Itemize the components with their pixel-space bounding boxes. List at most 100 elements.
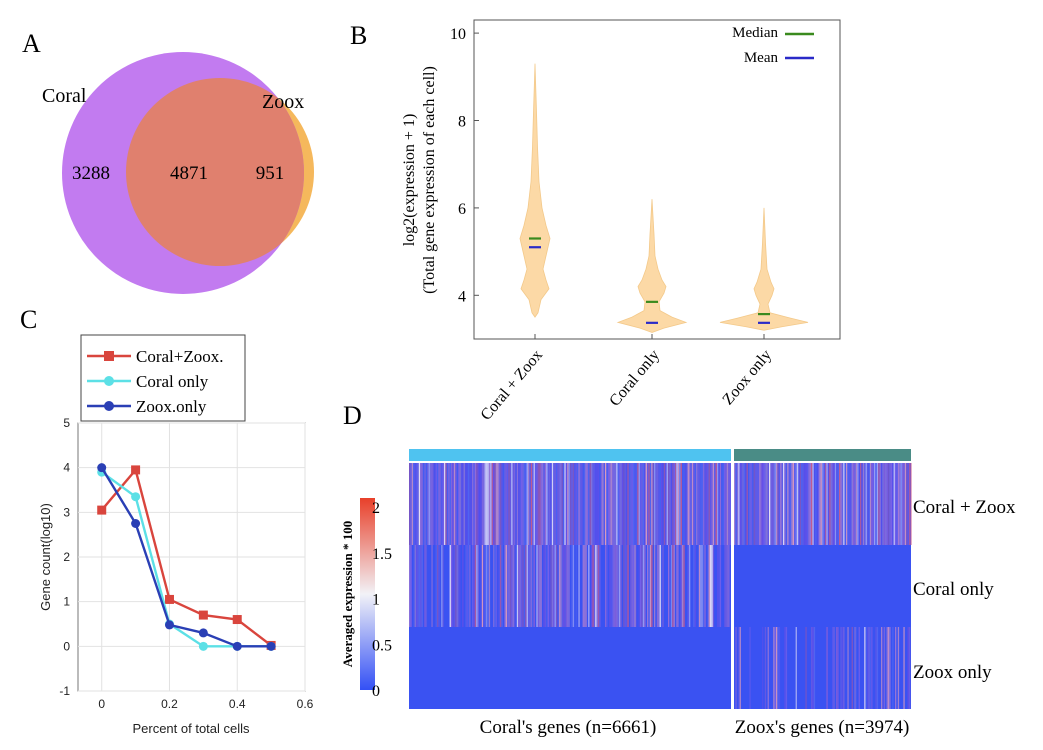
- heatmap-stripe: [764, 627, 767, 709]
- heatmap-stripe: [431, 545, 433, 627]
- heatmap-stripe: [540, 545, 542, 627]
- heatmap-stripe: [411, 463, 414, 545]
- heatmap-stripe: [701, 545, 703, 627]
- heatmap-stripe: [446, 463, 449, 545]
- heatmap-stripe: [568, 463, 570, 545]
- heatmap-stripe: [460, 463, 463, 545]
- heatmap-stripe: [626, 463, 628, 545]
- heatmap-stripe: [455, 545, 457, 627]
- heatmap-stripe: [832, 627, 834, 709]
- heatmap-stripe: [906, 463, 908, 545]
- heatmap-stripe: [907, 463, 909, 545]
- heatmap-stripe: [883, 463, 886, 545]
- heatmap-stripe: [850, 463, 852, 545]
- heatmap-stripe: [686, 463, 688, 545]
- heatmap-stripe: [858, 627, 860, 709]
- line-series-group: [97, 463, 276, 651]
- heatmap-stripe: [729, 463, 731, 545]
- heatmap-stripe: [528, 463, 530, 545]
- heatmap-stripe: [472, 545, 474, 627]
- violin-x-tick-label: Coral + Zoox: [478, 347, 547, 424]
- heatmap-stripe: [904, 463, 907, 545]
- heatmap-stripe: [701, 463, 703, 545]
- heatmap-stripe: [416, 545, 418, 627]
- heatmap-stripe: [414, 463, 416, 545]
- heatmap-stripe: [820, 463, 823, 545]
- panel-label-b: B: [350, 21, 367, 50]
- heatmap-stripe: [568, 545, 570, 627]
- heatmap-stripe: [455, 463, 457, 545]
- heatmap-stripe: [670, 463, 673, 545]
- heatmap-stripe: [867, 627, 869, 709]
- heatmap-stripe: [805, 627, 807, 709]
- heatmap-stripe: [430, 463, 432, 545]
- heatmap-stripe: [592, 545, 594, 627]
- heatmap-stripe: [725, 463, 727, 545]
- heatmap-stripe: [582, 545, 584, 627]
- heatmap-stripe: [760, 463, 762, 545]
- heatmap-stripe: [795, 463, 797, 545]
- heatmap-stripe: [683, 463, 685, 545]
- heatmap-stripe: [476, 463, 478, 545]
- heatmap-stripe: [886, 627, 888, 709]
- heatmap-stripe: [533, 463, 535, 545]
- heatmap-stripe: [759, 463, 761, 545]
- heatmap-stripe: [649, 463, 652, 545]
- heatmap-stripe: [724, 545, 726, 627]
- heatmap-stripe: [637, 463, 639, 545]
- heatmap-stripe: [693, 545, 695, 627]
- heatmap-stripe: [549, 463, 551, 545]
- violin-x-tick-label: Coral only: [606, 347, 663, 410]
- heatmap-stripe: [432, 463, 435, 545]
- heatmap-stripe: [708, 463, 710, 545]
- heatmap-stripe: [776, 463, 778, 545]
- heatmap-stripe: [551, 463, 554, 545]
- heatmap-stripe: [558, 545, 561, 627]
- heatmap-stripe: [501, 545, 503, 627]
- heatmap-stripe: [687, 545, 689, 627]
- heatmap-stripe: [616, 463, 618, 545]
- heatmap-stripe: [420, 463, 422, 545]
- heatmap-stripe: [714, 463, 716, 545]
- heatmap-stripe: [616, 545, 618, 627]
- line-legend: Coral+Zoox. Coral only Zoox.only: [80, 334, 246, 422]
- heatmap-stripe: [874, 463, 876, 545]
- heatmap-stripe: [512, 463, 514, 545]
- heatmap-stripe: [658, 463, 660, 545]
- heatmap-stripe: [693, 463, 695, 545]
- heatmap-stripe: [438, 545, 440, 627]
- heatmap-stripe: [840, 627, 842, 709]
- heatmap-stripe: [547, 463, 549, 545]
- heatmap-stripe: [567, 463, 569, 545]
- heatmap-stripe: [574, 463, 576, 545]
- column-group-bar-coral: [409, 449, 731, 461]
- heatmap-stripe: [508, 545, 510, 627]
- heatmap-stripe: [424, 463, 426, 545]
- heatmap-stripe: [575, 463, 577, 545]
- heatmap-stripe: [634, 545, 636, 627]
- heatmap-stripe: [504, 463, 506, 545]
- heatmap-stripe: [619, 545, 621, 627]
- heatmap-stripe: [869, 463, 872, 545]
- heatmap-stripe: [711, 463, 713, 545]
- heatmap-stripe: [785, 627, 788, 709]
- heatmap-stripe: [910, 463, 912, 545]
- heatmap-stripe: [876, 463, 879, 545]
- heatmap-stripe: [467, 463, 470, 545]
- heatmap-stripe: [591, 463, 593, 545]
- heatmap-stripe: [607, 463, 610, 545]
- heatmap-stripe: [495, 545, 498, 627]
- heatmap-stripe: [484, 463, 486, 545]
- heatmap-stripe: [700, 545, 702, 627]
- heatmap-stripe: [826, 627, 828, 709]
- heatmap-stripe: [836, 627, 838, 709]
- heatmap-stripe: [848, 463, 851, 545]
- heatmap-stripe: [428, 463, 430, 545]
- heatmap-stripe: [491, 463, 493, 545]
- heatmap-stripe: [473, 545, 475, 627]
- heatmap-stripe: [813, 627, 816, 709]
- heatmap-stripe: [425, 545, 428, 627]
- violin-3: [719, 207, 809, 331]
- heatmap-stripe: [811, 463, 813, 545]
- heatmap-stripe: [571, 463, 573, 545]
